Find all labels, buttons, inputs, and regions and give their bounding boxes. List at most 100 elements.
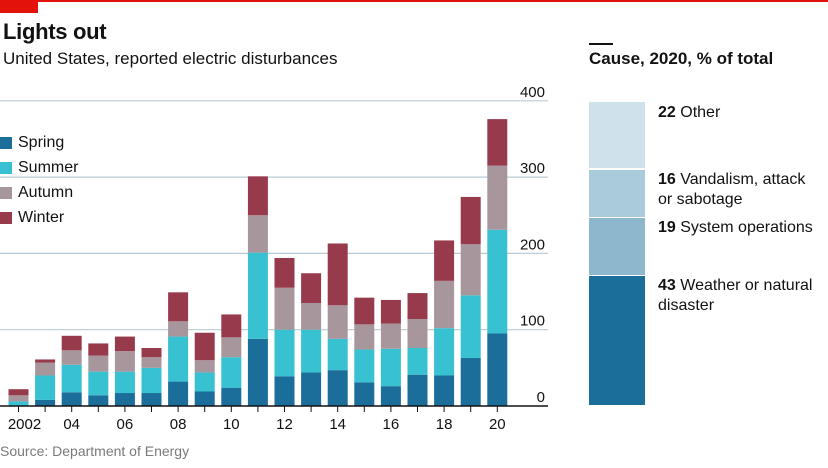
bar-segment-winter [274,257,295,288]
bar-segment-spring [88,395,109,406]
legend-item-autumn: Autumn [0,180,78,205]
brand-tag [0,0,38,13]
bar-segment-summer [221,357,242,388]
bar-segment-autumn [487,165,508,230]
chart-subtitle: United States, reported electric disturb… [3,49,338,68]
cause-segment [589,102,645,168]
legend-swatch-autumn [0,186,12,199]
bar-segment-winter [407,293,428,320]
bar-segment-spring [380,386,401,406]
bar-segment-winter [301,273,322,303]
x-tick-label: 14 [329,416,346,433]
x-tick-label: 08 [170,416,187,433]
legend-label-autumn: Autumn [18,183,74,201]
source-note: Source: Department of Energy [0,443,190,459]
cause-value: 22 [658,104,681,121]
bar-segment-winter [327,243,348,306]
bar-segment-summer [61,364,82,393]
cause-text: Weather or natural disaster [658,276,813,314]
x-axis-ticks: 2002 04 06 08 10 12 14 16 18 20 [8,406,506,433]
bar-segment-summer [407,348,428,375]
bar-segment-spring [141,393,162,406]
legend-item-summer: Summer [0,155,78,180]
bar-segment-winter [35,359,56,363]
bar-segment-autumn [380,323,401,349]
bar-segment-summer [88,371,109,396]
bar-segment-autumn [301,302,322,330]
y-tick-label: 200 [520,236,545,253]
legend-swatch-spring [0,136,12,149]
bar-segment-winter [114,336,135,352]
bar-segment-summer [168,336,189,382]
x-tick-label: 04 [63,416,80,433]
bar-segment-autumn [407,319,428,349]
legend-swatch-summer [0,161,12,174]
bar-segment-autumn [221,337,242,358]
bar-segment-summer [141,367,162,394]
bar-segment-summer [460,295,481,358]
cause-label: 43 Weather or natural disaster [658,276,823,316]
bar-segment-winter [460,196,481,245]
legend-item-winter: Winter [0,205,78,230]
cause-segment [589,218,645,275]
bar-segment-winter [354,297,375,325]
chart-title: Lights out [3,19,107,44]
legend-item-spring: Spring [0,130,78,155]
bar-segment-summer [327,338,348,371]
bar-segment-spring [221,387,242,406]
y-tick-label: 0 [537,389,545,406]
bar-segment-autumn [247,215,268,253]
bar-segment-winter [434,240,455,281]
bar-segment-autumn [434,280,455,329]
bar-segment-autumn [35,362,56,376]
cause-segment [589,169,645,218]
cause-value: 19 [658,219,681,237]
bar-segment-summer [247,252,268,339]
y-tick-label: 100 [520,313,545,330]
bar-segment-winter [221,314,242,338]
bar-segment-spring [247,338,268,406]
bar-segment-summer [434,328,455,376]
legend-label-spring: Spring [18,133,65,151]
cause-value: 43 [658,276,681,294]
bar-segment-winter [380,299,401,324]
bar-segment-winter [61,335,82,351]
legend-label-summer: Summer [18,158,79,176]
cause-value: 16 [658,170,681,188]
x-tick-label: 20 [489,416,506,433]
legend: Spring Summer Autumn Winter [0,130,78,230]
bar-segment-autumn [8,395,29,402]
bar-segment-summer [380,348,401,387]
cause-label: 16 Vandalism, attack or sabotage [658,170,823,210]
gridlines [0,100,548,331]
bar-segment-summer [354,349,375,383]
bar-segment-summer [8,401,29,406]
bar-segment-spring [434,375,455,406]
bars [8,119,508,406]
bar-segment-autumn [354,324,375,350]
bar-segment-spring [327,370,348,406]
cause-text: Other [680,104,721,121]
bar-segment-autumn [327,305,348,339]
x-tick-label: 18 [436,416,453,433]
x-tick-label: 16 [383,416,400,433]
y-axis-ticks: 0 100 200 300 400 [520,84,545,406]
cause-panel-title: Cause, 2020, % of total [589,49,774,68]
bar-segment-spring [354,382,375,406]
legend-swatch-winter [0,211,12,224]
cause-segment [589,275,645,405]
y-tick-label: 400 [520,84,545,101]
bar-segment-summer [114,371,135,394]
bar-segment-autumn [114,351,135,372]
x-tick-label: 2002 [8,416,41,433]
bar-segment-spring [168,381,189,406]
bar-segment-spring [61,392,82,406]
bar-segment-autumn [194,360,215,373]
bar-segment-winter [8,389,29,396]
cause-label: 22 Other [658,103,823,123]
x-tick-label: 06 [117,416,134,433]
bar-segment-autumn [141,357,162,368]
y-tick-label: 300 [520,160,545,177]
bar-segment-spring [35,399,56,406]
